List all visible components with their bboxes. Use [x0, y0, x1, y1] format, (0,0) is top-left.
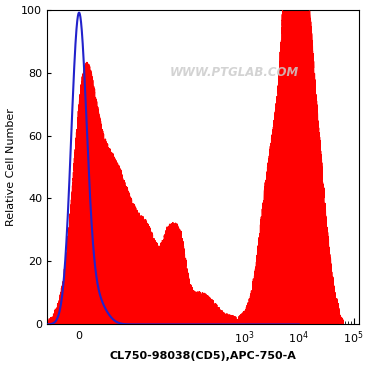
Y-axis label: Relative Cell Number: Relative Cell Number	[6, 108, 16, 226]
Text: WWW.PTGLAB.COM: WWW.PTGLAB.COM	[170, 66, 299, 79]
X-axis label: CL750-98038(CD5),APC-750-A: CL750-98038(CD5),APC-750-A	[110, 352, 296, 361]
